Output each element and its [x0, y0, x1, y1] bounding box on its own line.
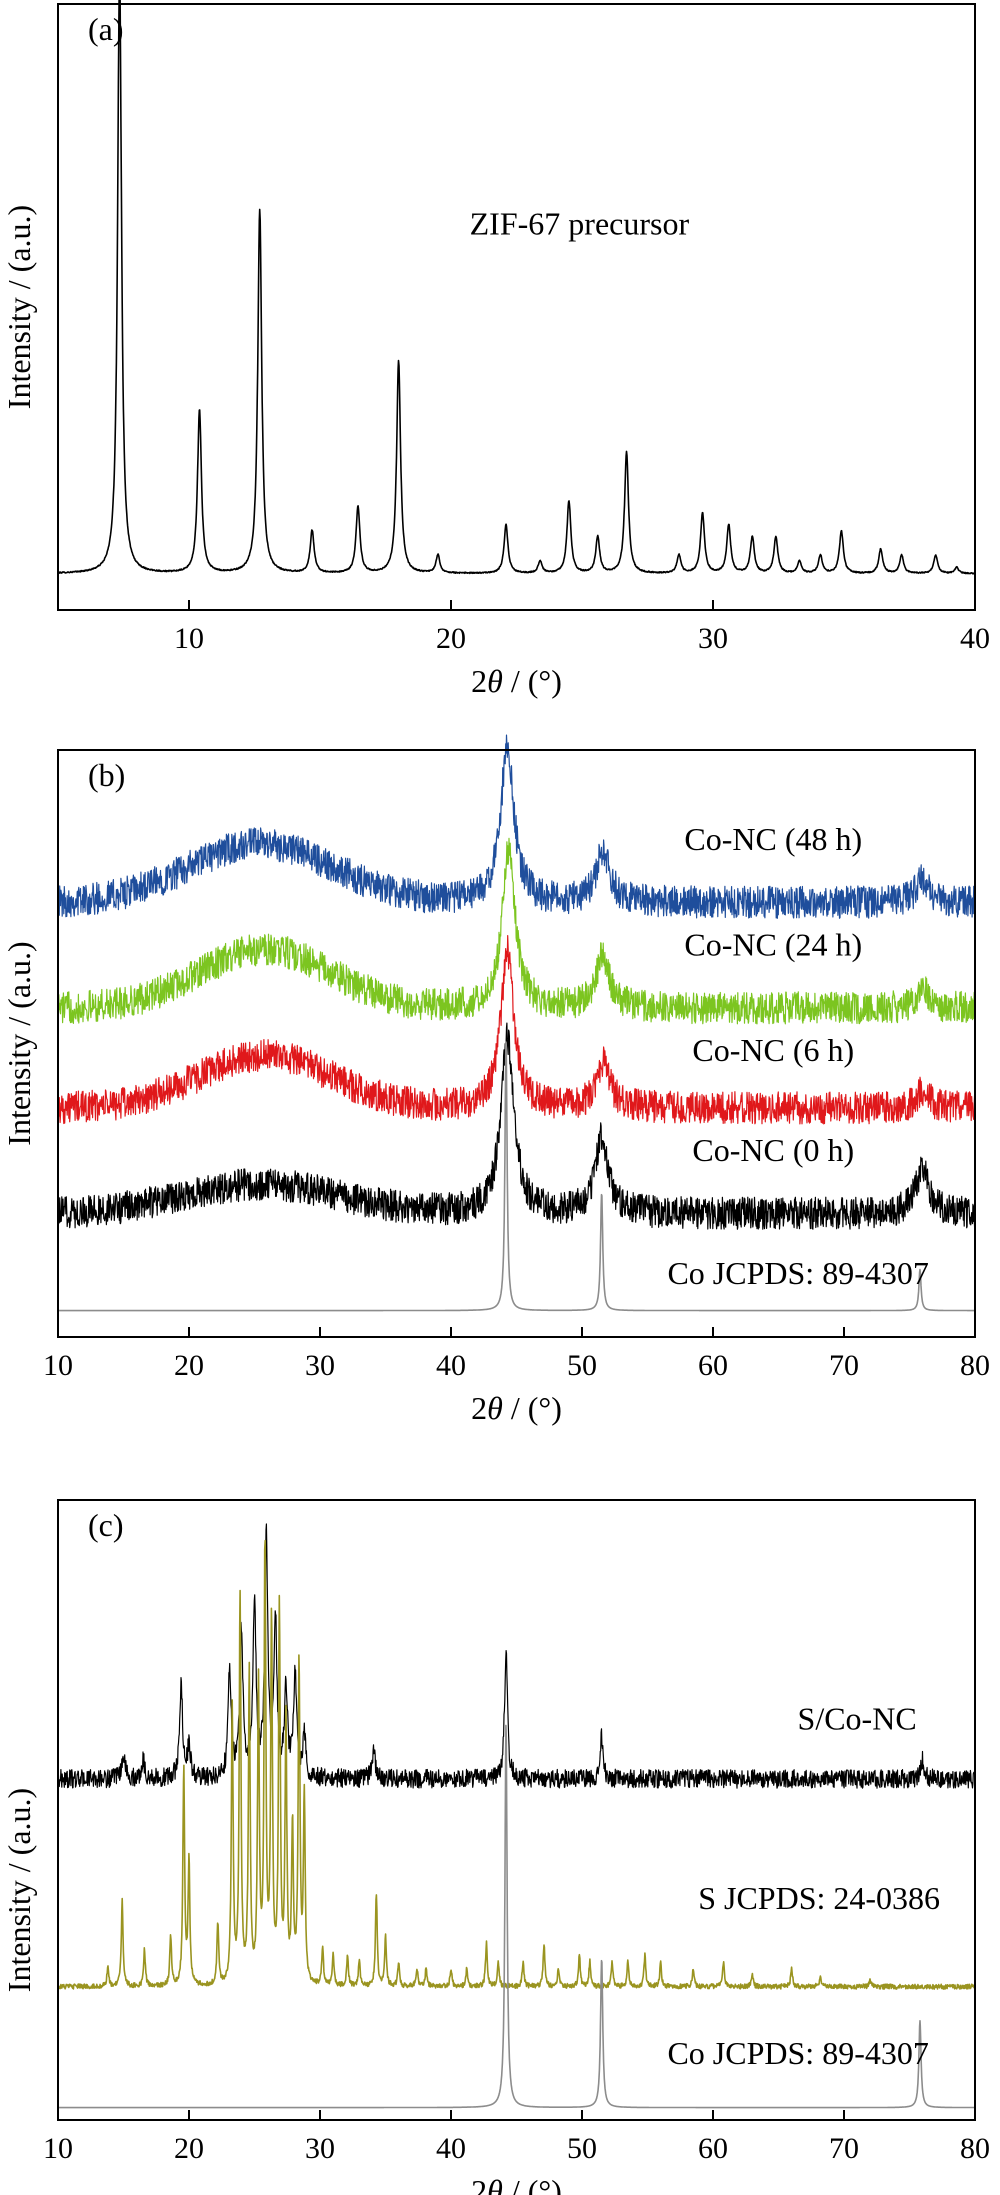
x-tick-label: 10	[174, 622, 204, 655]
panel-label: (b)	[88, 757, 125, 793]
series-annotation: S JCPDS: 24-0386	[698, 1880, 940, 1916]
series-annotation: Co JCPDS: 89-4307	[667, 2035, 928, 2071]
x-tick-label: 20	[174, 1349, 204, 1382]
panel-2: 10 20 30 40 50 60 70 80 2θ / (°) Intensity / (a.u…	[1, 1499, 990, 2195]
series-annotation: Co-NC (24 h)	[684, 926, 862, 962]
plot-frame	[57, 3, 976, 611]
series-co-jcpds-89-4307	[57, 1724, 976, 2109]
series-annotation: Co-NC (0 h)	[692, 1132, 854, 1168]
panel-label: (a)	[88, 11, 124, 47]
x-axis-label: 2θ / (°)	[471, 1390, 562, 1426]
x-tick-label: 50	[567, 1349, 597, 1382]
series-co-nc-24-h-	[57, 837, 976, 1025]
panel-label: (c)	[88, 1507, 124, 1543]
x-tick-label: 80	[960, 1349, 990, 1382]
series-annotation: ZIF-67 precursor	[470, 205, 690, 241]
y-axis-label: Intensity / (a.u.)	[1, 941, 37, 1145]
series-trace-0	[57, 0, 976, 575]
panel-1: 10 20 30 40 50 60 70 80 2θ / (°) Intensity / (a.u…	[1, 734, 990, 1426]
x-tick-label: 30	[698, 622, 728, 655]
x-tick-label: 10	[43, 2132, 73, 2165]
plot-frame	[57, 749, 976, 1338]
x-tick-label: 40	[960, 622, 990, 655]
series-annotation: Co-NC (6 h)	[692, 1032, 854, 1068]
series-co-nc-0-h-	[57, 1022, 976, 1230]
series-s-co-nc	[57, 1523, 976, 1789]
x-tick-label: 30	[305, 2132, 335, 2165]
x-axis-label: 2θ / (°)	[471, 2173, 562, 2195]
x-tick-label: 80	[960, 2132, 990, 2165]
x-tick-label: 30	[305, 1349, 335, 1382]
series-annotation: Co-NC (48 h)	[684, 821, 862, 857]
series-annotation: Co JCPDS: 89-4307	[667, 1255, 928, 1291]
series-co-jcpds-89-4307	[57, 1041, 976, 1312]
x-tick-label: 60	[698, 2132, 728, 2165]
plot-frame	[57, 1499, 976, 2121]
x-tick-label: 70	[829, 2132, 859, 2165]
y-axis-label: Intensity / (a.u.)	[1, 1788, 37, 1992]
x-tick-label: 50	[567, 2132, 597, 2165]
x-tick-label: 40	[436, 2132, 466, 2165]
x-tick-label: 20	[436, 622, 466, 655]
x-tick-label: 10	[43, 1349, 73, 1382]
x-tick-label: 20	[174, 2132, 204, 2165]
series-co-nc-6-h-	[57, 935, 976, 1125]
x-tick-label: 60	[698, 1349, 728, 1382]
series-co-nc-48-h-	[57, 734, 976, 919]
panel-0: 10 20 30 40 2θ / (°) Intensity / (a.u.) (a) ZIF…	[1, 0, 990, 699]
y-axis-label: Intensity / (a.u.)	[1, 205, 37, 409]
x-tick-label: 70	[829, 1349, 859, 1382]
x-tick-label: 40	[436, 1349, 466, 1382]
x-axis-label: 2θ / (°)	[471, 663, 562, 699]
series-annotation: S/Co-NC	[798, 1700, 917, 1736]
series-s-jcpds-24-0386	[57, 1539, 976, 1990]
